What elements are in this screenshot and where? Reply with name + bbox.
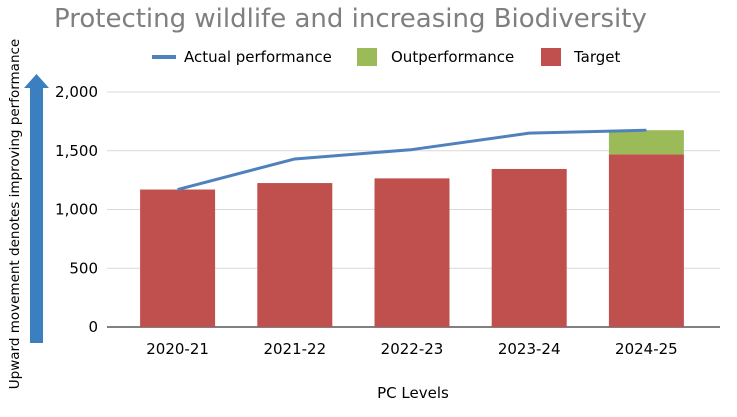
y-tick-label: 500 xyxy=(69,259,98,277)
x-axis-ticks: 2020-21 2021-22 2022-23 2023-24 2024-25 xyxy=(146,340,677,358)
legend-label-target: Target xyxy=(573,48,621,66)
arrow-shaft xyxy=(30,86,43,343)
x-tick-label: 2023-24 xyxy=(498,340,561,358)
legend: Actual performance Outperformance Target xyxy=(152,48,621,66)
legend-label-outperformance: Outperformance xyxy=(391,48,514,66)
y-tick-label: 1,000 xyxy=(55,201,98,219)
y-tick-label: 1,500 xyxy=(55,142,98,160)
chart-title: Protecting wildlife and increasing Biodi… xyxy=(54,4,647,34)
y-axis-ticks: 0 500 1,000 1,500 2,000 xyxy=(55,83,98,336)
target-bar xyxy=(608,154,684,327)
arrow-head xyxy=(24,74,49,88)
legend-label-actual-performance: Actual performance xyxy=(184,48,332,66)
outperformance-bar xyxy=(608,130,684,155)
y-tick-label: 0 xyxy=(88,318,98,336)
actual-performance-line xyxy=(177,128,647,191)
x-tick-label: 2022-23 xyxy=(381,340,444,358)
x-tick-label: 2021-22 xyxy=(263,340,326,358)
actual-performance-line-group xyxy=(177,128,647,191)
x-tick-label: 2020-21 xyxy=(146,340,209,358)
y-tick-label: 2,000 xyxy=(55,83,98,101)
target-bar xyxy=(374,178,450,327)
target-bar xyxy=(491,168,567,327)
legend-swatch-outperformance xyxy=(357,48,377,66)
bars xyxy=(140,130,684,327)
x-tick-label: 2024-25 xyxy=(615,340,678,358)
y-axis-direction-label: Upward movement denotes improving perfor… xyxy=(7,39,23,389)
upward-arrow xyxy=(24,74,49,343)
target-bar xyxy=(257,183,333,327)
target-bar xyxy=(140,189,216,327)
x-axis-label: PC Levels xyxy=(377,384,449,402)
legend-swatch-target xyxy=(541,48,561,66)
